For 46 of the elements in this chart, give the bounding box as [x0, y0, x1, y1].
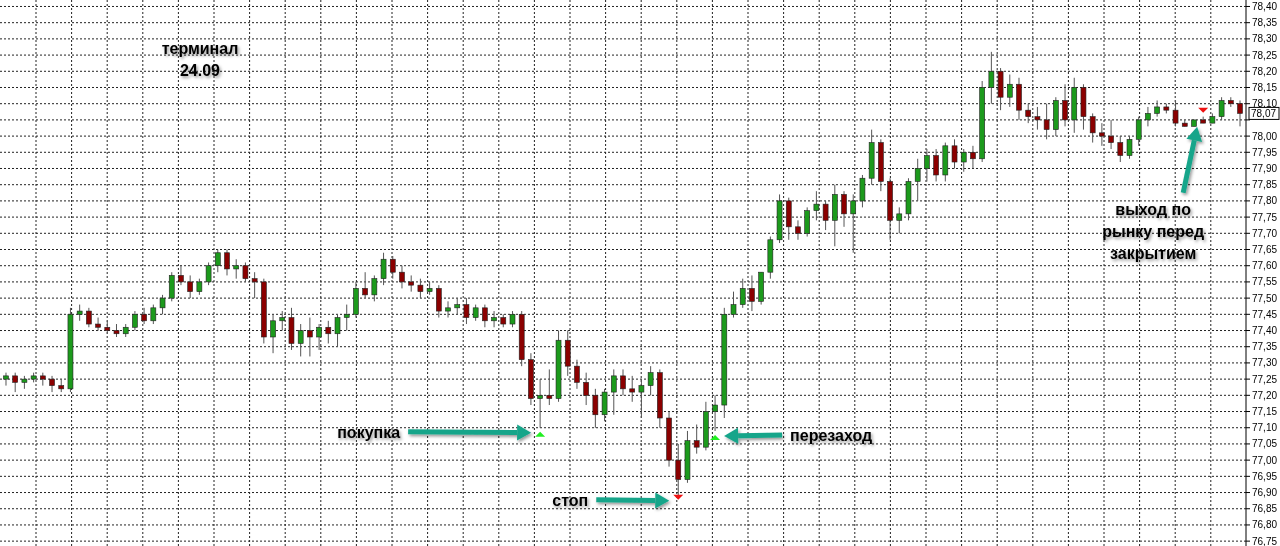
- text: терминал: [161, 40, 239, 57]
- y-tick-label: 78,15: [1252, 81, 1278, 93]
- y-tick-label: 78,35: [1252, 17, 1278, 29]
- y-tick-label: 77,65: [1252, 244, 1278, 256]
- candlestick: [1154, 99, 1160, 118]
- y-tick-label: 78,25: [1252, 49, 1278, 61]
- y-tick-label: 77,25: [1252, 373, 1278, 385]
- annotation: перезаход: [790, 426, 873, 444]
- candlestick: [804, 206, 810, 238]
- y-tick-label: 77,70: [1252, 227, 1278, 239]
- y-tick-label: 77,90: [1252, 163, 1278, 174]
- y-tick-label: 77,40: [1252, 325, 1278, 337]
- candlestick: [620, 368, 626, 396]
- y-tick-label: 78,20: [1252, 65, 1278, 77]
- y-tick-label: 77,75: [1252, 211, 1278, 223]
- y-tick-label: 77,80: [1252, 195, 1278, 207]
- y-tick-label: 77,45: [1252, 308, 1278, 320]
- text: 24.09: [179, 62, 221, 79]
- y-tick-label: 78,30: [1252, 33, 1278, 45]
- y-tick-label: 76,95: [1252, 470, 1278, 482]
- y-tick-label: 76,85: [1252, 503, 1278, 515]
- y-tick-label: 77,35: [1252, 341, 1278, 353]
- y-tick-label: 77,60: [1252, 260, 1278, 272]
- annotation: выход по рынку перед закрытием: [1102, 200, 1205, 262]
- text: 78,07: [1251, 107, 1277, 119]
- y-tick-label: 76,80: [1252, 519, 1278, 531]
- y-tick-label: 77,50: [1252, 292, 1278, 304]
- y-tick-label: 77,85: [1252, 179, 1278, 191]
- y-tick-label: 77,20: [1252, 389, 1278, 401]
- y-tick-label: 78,00: [1252, 130, 1278, 142]
- y-tick-label: 77,15: [1252, 406, 1278, 418]
- y-tick-label: 78,10: [1252, 98, 1278, 110]
- annotation: стоп: [552, 491, 589, 509]
- y-tick-label: 77,95: [1252, 146, 1278, 158]
- y-tick-label: 78,40: [1252, 0, 1278, 12]
- y-tick-label: 76,90: [1252, 487, 1278, 499]
- y-tick-label: 76,75: [1252, 535, 1278, 546]
- candlestick: [896, 206, 903, 234]
- y-tick-label: 77,05: [1252, 438, 1278, 450]
- y-tick-label: 77,55: [1252, 276, 1278, 288]
- y-tick-label: 77,30: [1252, 357, 1278, 369]
- candlestick: [12, 372, 18, 393]
- y-tick-label: 77,00: [1252, 454, 1278, 466]
- annotation: покупка: [337, 423, 401, 441]
- candlestick: [224, 249, 230, 276]
- y-tick-label: 77,10: [1252, 422, 1278, 434]
